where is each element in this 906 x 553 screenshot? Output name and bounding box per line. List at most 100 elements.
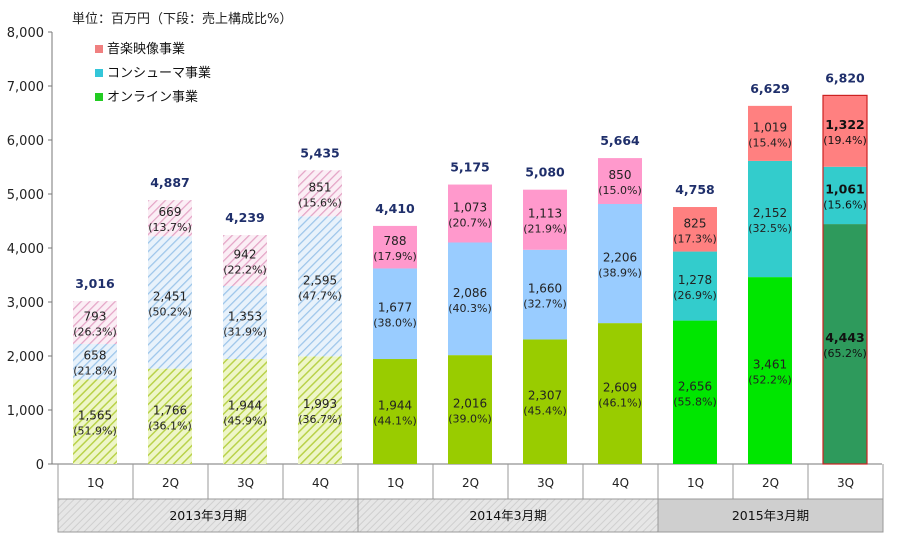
y-tick-label: 0	[36, 458, 44, 473]
pct-label-consumer: (15.6%)	[823, 198, 867, 211]
y-tick-label: 1,000	[7, 404, 44, 419]
value-label-online: 4,443	[825, 330, 865, 345]
pct-label-online: (39.0%)	[448, 413, 492, 426]
fiscal-year-label: 2013年3月期	[169, 508, 246, 523]
pct-label-music: (17.9%)	[373, 250, 417, 263]
bar-music	[673, 207, 717, 252]
bar-online	[298, 356, 342, 464]
bar-consumer	[373, 268, 417, 360]
bar-consumer	[673, 251, 717, 321]
y-tick-label: 8,000	[7, 26, 44, 41]
pct-label-music: (26.3%)	[73, 326, 117, 339]
quarter-label: 1Q	[387, 476, 404, 490]
bar-music	[148, 200, 192, 237]
pct-label-consumer: (40.3%)	[448, 302, 492, 315]
pct-label-consumer: (32.5%)	[748, 222, 792, 235]
value-label-music: 1,019	[753, 120, 787, 134]
pct-label-music: (13.7%)	[148, 221, 192, 234]
x-axis: 1Q 2Q 3Q 4Q 1Q 2Q 3Q 4Q 1Q 2Q 3Q 2013年3月期 2014年3月期 20…	[57, 464, 884, 533]
fiscal-year-label: 2014年3月期	[469, 508, 546, 523]
legend-swatch	[95, 69, 103, 77]
pct-label-consumer: (50.2%)	[148, 305, 192, 318]
bar-music	[73, 301, 117, 344]
value-label-consumer: 2,206	[603, 251, 637, 265]
pct-label-music: (20.7%)	[448, 217, 492, 230]
quarter-label: 2Q	[162, 476, 179, 490]
bar-online	[598, 323, 642, 464]
pct-label-online: (65.2%)	[823, 347, 867, 360]
value-label-music: 825	[684, 216, 707, 230]
pct-label-music: (22.2%)	[223, 264, 267, 277]
y-tick-label: 5,000	[7, 188, 44, 203]
pct-label-consumer: (21.8%)	[73, 365, 117, 378]
legend-swatch	[95, 93, 103, 101]
bar-music	[298, 170, 342, 217]
total-label: 5,175	[450, 160, 490, 175]
bar-consumer	[598, 203, 642, 324]
y-tick-label: 3,000	[7, 296, 44, 311]
legend-label: オンライン事業	[107, 89, 198, 105]
pct-label-consumer: (26.9%)	[673, 289, 717, 302]
value-label-music: 850	[609, 168, 632, 182]
value-label-consumer: 1,660	[528, 282, 562, 296]
total-label: 6,820	[825, 70, 865, 85]
value-label-consumer: 2,595	[303, 273, 337, 287]
value-label-consumer: 2,152	[753, 206, 787, 220]
value-label-online: 1,944	[228, 399, 262, 413]
quarter-label: 1Q	[87, 476, 104, 490]
pct-label-music: (17.3%)	[673, 232, 717, 245]
total-label: 5,435	[300, 145, 340, 160]
bar-consumer	[823, 166, 867, 225]
value-label-online: 2,656	[678, 379, 712, 393]
bars	[73, 94, 868, 465]
total-label: 4,887	[150, 175, 190, 190]
pct-label-online: (44.1%)	[373, 415, 417, 428]
unit-label: 単位：百万円（下段：売上構成比%）	[72, 11, 292, 27]
value-label-consumer: 658	[84, 349, 107, 363]
pct-label-online: (45.9%)	[223, 415, 267, 428]
value-label-consumer: 1,278	[678, 273, 712, 287]
bar-online	[223, 359, 267, 464]
bar-music	[448, 184, 492, 243]
pct-label-consumer: (47.7%)	[298, 289, 342, 302]
pct-label-online: (55.8%)	[673, 395, 717, 408]
total-label: 4,758	[675, 182, 715, 197]
value-label-consumer: 1,353	[228, 309, 262, 323]
bar-consumer	[448, 242, 492, 356]
bar-consumer	[298, 216, 342, 357]
bar-music	[223, 235, 267, 286]
total-label: 4,410	[375, 201, 415, 216]
bar-online	[373, 359, 417, 464]
value-label-music: 851	[309, 180, 332, 194]
bar-music	[823, 95, 867, 167]
value-label-music: 1,113	[528, 207, 562, 221]
total-label: 5,664	[600, 133, 640, 148]
quarter-label: 3Q	[837, 476, 854, 490]
bar-consumer	[73, 343, 117, 380]
bar-online	[748, 277, 792, 464]
y-tick-label: 2,000	[7, 350, 44, 365]
total-label: 6,629	[750, 81, 790, 96]
quarter-label: 1Q	[687, 476, 704, 490]
total-label: 5,080	[525, 165, 565, 180]
highlight-bar-border	[822, 94, 868, 465]
pct-label-consumer: (32.7%)	[523, 298, 567, 311]
y-tick-label: 7,000	[7, 80, 44, 95]
bar-online	[523, 339, 567, 464]
pct-label-online: (46.1%)	[598, 397, 642, 410]
value-label-consumer: 1,061	[825, 181, 865, 196]
pct-label-online: (36.1%)	[148, 419, 192, 432]
quarter-label: 2Q	[762, 476, 779, 490]
quarter-label: 3Q	[237, 476, 254, 490]
legend-swatch	[95, 45, 103, 53]
pct-label-consumer: (38.0%)	[373, 317, 417, 330]
value-label-music: 1,322	[825, 117, 865, 132]
value-label-online: 2,609	[603, 381, 637, 395]
bar-online	[148, 368, 192, 464]
pct-label-online: (36.7%)	[298, 413, 342, 426]
quarter-label: 3Q	[537, 476, 554, 490]
quarter-label: 4Q	[612, 476, 629, 490]
quarter-label: 4Q	[312, 476, 329, 490]
